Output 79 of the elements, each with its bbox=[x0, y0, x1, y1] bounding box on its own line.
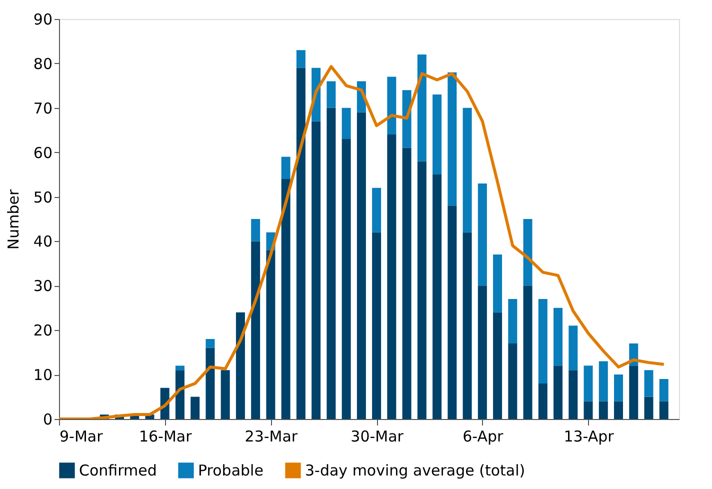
bar bbox=[326, 108, 336, 419]
bar bbox=[538, 299, 548, 384]
bar bbox=[432, 94, 442, 175]
bar bbox=[206, 348, 215, 419]
legend-label: Probable bbox=[198, 461, 264, 480]
bar bbox=[417, 161, 426, 419]
bar bbox=[266, 250, 276, 419]
y-tick-label: 90 bbox=[33, 10, 52, 28]
bar bbox=[206, 339, 215, 348]
bar bbox=[538, 383, 548, 419]
bar bbox=[523, 286, 532, 419]
bar bbox=[387, 76, 396, 135]
x-tick-label: 30-Mar bbox=[350, 428, 404, 446]
bar bbox=[342, 139, 351, 419]
bar bbox=[281, 179, 290, 419]
bar bbox=[251, 241, 260, 419]
bar bbox=[326, 81, 336, 108]
y-tick-label: 20 bbox=[33, 322, 52, 340]
bar bbox=[554, 308, 563, 366]
bar bbox=[296, 50, 306, 68]
bar bbox=[417, 54, 426, 162]
bar bbox=[448, 72, 457, 206]
x-tick-label: 6-Apr bbox=[462, 428, 504, 446]
bar bbox=[644, 396, 654, 419]
bar bbox=[342, 108, 351, 139]
bar bbox=[523, 219, 532, 286]
bar bbox=[598, 401, 608, 419]
bar bbox=[659, 379, 668, 402]
bar bbox=[281, 156, 290, 179]
legend-label: 3-day moving average (total) bbox=[305, 461, 526, 480]
bar bbox=[190, 396, 200, 419]
bar bbox=[598, 361, 608, 402]
legend-label: Confirmed bbox=[79, 461, 157, 480]
bar bbox=[220, 370, 230, 419]
y-tick-label: 80 bbox=[33, 54, 52, 73]
bar bbox=[478, 286, 487, 419]
bar bbox=[296, 68, 306, 419]
bar bbox=[568, 326, 578, 370]
bar bbox=[387, 134, 396, 419]
bar bbox=[508, 343, 518, 419]
bar bbox=[236, 312, 245, 419]
bar bbox=[508, 299, 518, 344]
bar bbox=[478, 183, 487, 286]
y-tick-label: 30 bbox=[33, 277, 52, 296]
bar bbox=[402, 148, 412, 419]
bar bbox=[554, 366, 563, 419]
bar bbox=[629, 366, 638, 419]
bar bbox=[568, 370, 578, 419]
x-tick-label: 23-Mar bbox=[244, 428, 298, 446]
bar bbox=[312, 121, 321, 419]
y-tick-label: 60 bbox=[33, 144, 52, 162]
y-tick-label: 40 bbox=[33, 232, 52, 251]
x-tick-label: 13-Apr bbox=[564, 428, 615, 446]
x-tick-label: 9-Mar bbox=[60, 428, 104, 446]
y-tick-label: 70 bbox=[33, 99, 52, 118]
bar bbox=[372, 232, 382, 419]
bar bbox=[659, 401, 668, 419]
bar bbox=[493, 312, 502, 419]
y-tick-label: 0 bbox=[42, 410, 52, 428]
bar bbox=[356, 112, 366, 419]
y-tick-label: 50 bbox=[33, 188, 52, 206]
bar bbox=[614, 401, 624, 419]
x-tick-label: 16-Mar bbox=[138, 428, 193, 446]
bar bbox=[584, 401, 593, 419]
bar bbox=[584, 366, 593, 402]
bar bbox=[448, 206, 457, 419]
bar bbox=[175, 370, 184, 419]
bar bbox=[614, 374, 624, 402]
bar bbox=[372, 188, 382, 232]
bar bbox=[462, 232, 472, 419]
bar bbox=[432, 174, 442, 419]
y-tick-label: 10 bbox=[33, 366, 52, 384]
bar bbox=[251, 219, 260, 242]
y-axis-title: Number bbox=[4, 188, 22, 250]
bar bbox=[644, 370, 654, 397]
bar bbox=[493, 254, 502, 312]
bar bbox=[175, 366, 184, 370]
bar bbox=[462, 108, 472, 232]
line-series bbox=[59, 65, 666, 419]
